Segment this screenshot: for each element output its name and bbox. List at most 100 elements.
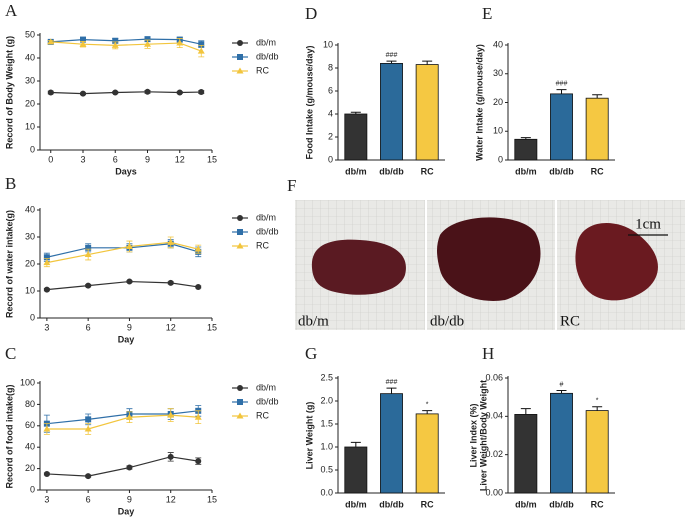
y-tick-label: 10 bbox=[25, 121, 35, 131]
y-tick-label: 0 bbox=[30, 312, 35, 322]
x-tick-label: db/db bbox=[379, 166, 404, 176]
point bbox=[43, 286, 50, 293]
bar bbox=[380, 63, 403, 161]
significance: # bbox=[560, 381, 564, 388]
series-line bbox=[46, 414, 199, 430]
legend-label: RC bbox=[256, 65, 269, 75]
point bbox=[197, 47, 205, 54]
point bbox=[85, 282, 92, 289]
liver bbox=[437, 217, 541, 301]
series-line bbox=[46, 243, 199, 258]
y-tick-label: 0 bbox=[498, 154, 503, 164]
x-tick-label: 9 bbox=[127, 322, 132, 332]
y-tick-label: 4 bbox=[328, 108, 333, 118]
x-tick-label: 15 bbox=[207, 494, 217, 504]
bar bbox=[550, 93, 573, 161]
point bbox=[126, 464, 133, 471]
point bbox=[198, 89, 205, 96]
x-tick-label: 15 bbox=[207, 154, 217, 164]
error-bar bbox=[350, 111, 361, 114]
y-axis-label: Record of water intake(g) bbox=[4, 210, 14, 318]
point bbox=[84, 425, 92, 432]
y-tick-label: 50 bbox=[25, 29, 35, 39]
point bbox=[144, 40, 151, 47]
y-tick-label: 10 bbox=[323, 39, 333, 49]
legend-label: db/db bbox=[256, 226, 279, 236]
bar bbox=[344, 113, 368, 161]
y-tick-label: 0.0 bbox=[320, 487, 333, 497]
y-tick-label: 8 bbox=[328, 62, 333, 72]
y-tick-label: 40 bbox=[25, 442, 35, 452]
y-tick-label: 40 bbox=[25, 204, 35, 214]
point bbox=[79, 40, 87, 47]
legend-label: db/m bbox=[256, 382, 276, 392]
x-tick-label: db/m bbox=[345, 166, 367, 176]
y-tick-label: 20 bbox=[25, 258, 35, 268]
series-line bbox=[50, 91, 202, 95]
y-tick-label: 30 bbox=[25, 231, 35, 241]
legend-marker bbox=[237, 40, 243, 46]
legend-marker bbox=[236, 242, 244, 249]
photo-label: RC bbox=[560, 313, 580, 329]
x-tick-label: 6 bbox=[86, 494, 91, 504]
bar bbox=[415, 64, 439, 161]
x-tick-label: 6 bbox=[113, 154, 118, 164]
point bbox=[126, 278, 133, 285]
point bbox=[85, 244, 92, 251]
x-tick-label: db/m bbox=[515, 166, 537, 176]
y-tick-label: 1.0 bbox=[320, 441, 333, 451]
y-axis-label: Water Intake (g/mouse/day) bbox=[474, 44, 484, 161]
x-tick-label: 12 bbox=[175, 154, 185, 164]
error-bar bbox=[422, 60, 433, 65]
y-tick-label: 30 bbox=[25, 75, 35, 85]
point bbox=[176, 39, 184, 46]
y-tick-label: 2.5 bbox=[320, 372, 333, 382]
point bbox=[111, 41, 119, 48]
y-tick-label: 100 bbox=[20, 377, 35, 387]
point bbox=[167, 411, 175, 418]
scale-label: 1cm bbox=[635, 216, 661, 232]
point bbox=[125, 242, 133, 249]
point bbox=[112, 37, 119, 44]
y-tick-label: 0.04 bbox=[485, 411, 503, 421]
bar bbox=[585, 410, 609, 494]
bar bbox=[514, 138, 538, 161]
point bbox=[85, 416, 92, 423]
y-axis-label: Liver Index (%) bbox=[468, 403, 478, 467]
panel-letter: D bbox=[305, 4, 317, 23]
point bbox=[194, 245, 202, 252]
legend-label: RC bbox=[256, 410, 269, 420]
panel-letter: B bbox=[5, 174, 16, 193]
significance: * bbox=[596, 398, 599, 405]
panel-letter: G bbox=[305, 344, 317, 363]
series-line bbox=[46, 456, 199, 477]
y-tick-label: 6 bbox=[328, 85, 333, 95]
x-tick-label: db/m bbox=[515, 499, 537, 509]
x-tick-label: db/db bbox=[549, 499, 574, 509]
panel-letter: H bbox=[482, 344, 494, 363]
x-tick-label: db/db bbox=[379, 499, 404, 509]
point bbox=[47, 38, 55, 45]
point bbox=[84, 251, 92, 258]
point bbox=[144, 36, 151, 43]
photo-label: db/m bbox=[298, 313, 329, 329]
error-bar bbox=[592, 94, 603, 99]
error-bar bbox=[386, 387, 397, 394]
bar bbox=[550, 392, 573, 494]
x-tick-label: 9 bbox=[145, 154, 150, 164]
x-tick-label: RC bbox=[591, 499, 604, 509]
legend-marker bbox=[236, 412, 244, 419]
x-axis-label: Days bbox=[115, 166, 137, 176]
y-tick-label: 0.06 bbox=[485, 372, 503, 382]
point bbox=[80, 36, 86, 43]
series-line bbox=[46, 280, 199, 291]
point bbox=[195, 458, 202, 465]
y-tick-label: 10 bbox=[25, 285, 35, 295]
legend-marker bbox=[237, 215, 243, 221]
point bbox=[167, 279, 174, 286]
y-tick-label: 20 bbox=[25, 98, 35, 108]
y-tick-label: 10 bbox=[493, 126, 503, 136]
bar bbox=[585, 97, 609, 161]
point bbox=[167, 238, 175, 245]
legend-label: db/db bbox=[256, 51, 279, 61]
